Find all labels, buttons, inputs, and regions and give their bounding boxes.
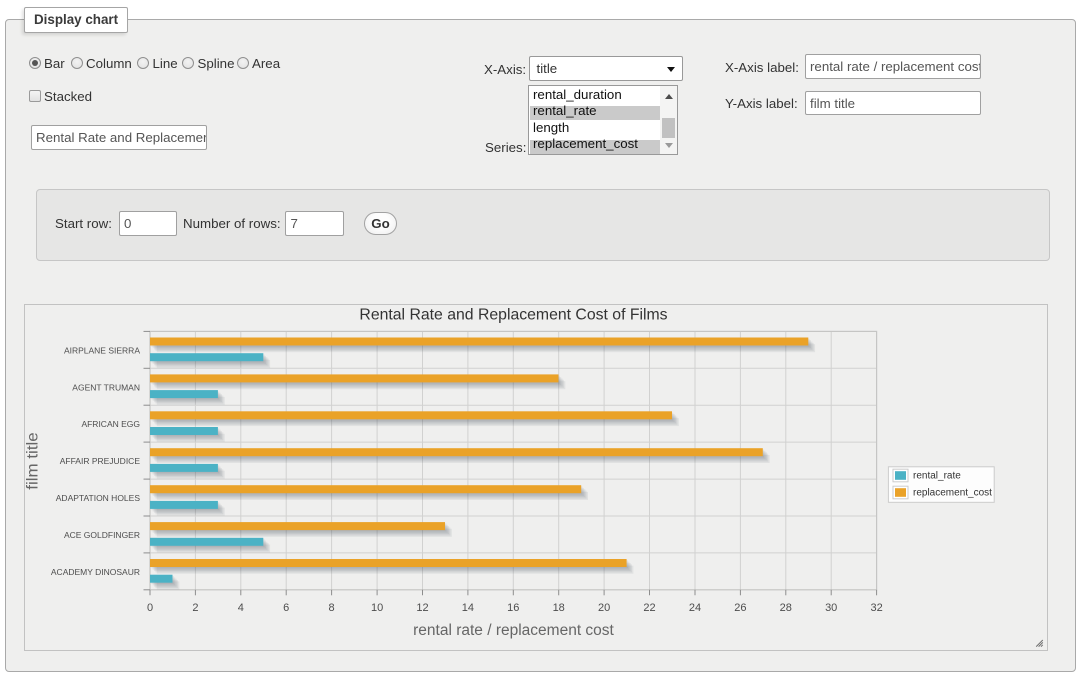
svg-text:6: 6 — [283, 602, 289, 614]
svg-text:Rental Rate and Replacement Co: Rental Rate and Replacement Cost of Film… — [359, 307, 667, 324]
svg-text:ADAPTATION HOLES: ADAPTATION HOLES — [56, 493, 141, 503]
svg-text:18: 18 — [553, 602, 565, 614]
svg-text:2: 2 — [192, 602, 198, 614]
svg-text:ACADEMY DINOSAUR: ACADEMY DINOSAUR — [51, 567, 140, 577]
svg-text:film title: film title — [25, 432, 42, 490]
svg-text:AIRPLANE SIERRA: AIRPLANE SIERRA — [64, 345, 140, 355]
svg-text:4: 4 — [238, 602, 244, 614]
svg-text:30: 30 — [825, 602, 837, 614]
svg-text:AFFAIR PREJUDICE: AFFAIR PREJUDICE — [60, 456, 141, 466]
svg-text:22: 22 — [643, 602, 655, 614]
svg-text:rental_rate: rental_rate — [913, 471, 961, 482]
svg-text:26: 26 — [734, 602, 746, 614]
svg-text:24: 24 — [689, 602, 701, 614]
svg-text:AFRICAN EGG: AFRICAN EGG — [81, 419, 140, 429]
svg-text:12: 12 — [416, 602, 428, 614]
svg-text:14: 14 — [462, 602, 474, 614]
svg-text:AGENT TRUMAN: AGENT TRUMAN — [72, 382, 140, 392]
svg-text:32: 32 — [870, 602, 882, 614]
svg-text:16: 16 — [507, 602, 519, 614]
svg-text:rental rate / replacement cost: rental rate / replacement cost — [413, 622, 614, 639]
svg-text:replacement_cost: replacement_cost — [913, 488, 992, 499]
svg-text:28: 28 — [780, 602, 792, 614]
svg-text:20: 20 — [598, 602, 610, 614]
svg-text:ACE GOLDFINGER: ACE GOLDFINGER — [64, 530, 140, 540]
svg-text:8: 8 — [329, 602, 335, 614]
svg-text:0: 0 — [147, 602, 153, 614]
svg-text:10: 10 — [371, 602, 383, 614]
